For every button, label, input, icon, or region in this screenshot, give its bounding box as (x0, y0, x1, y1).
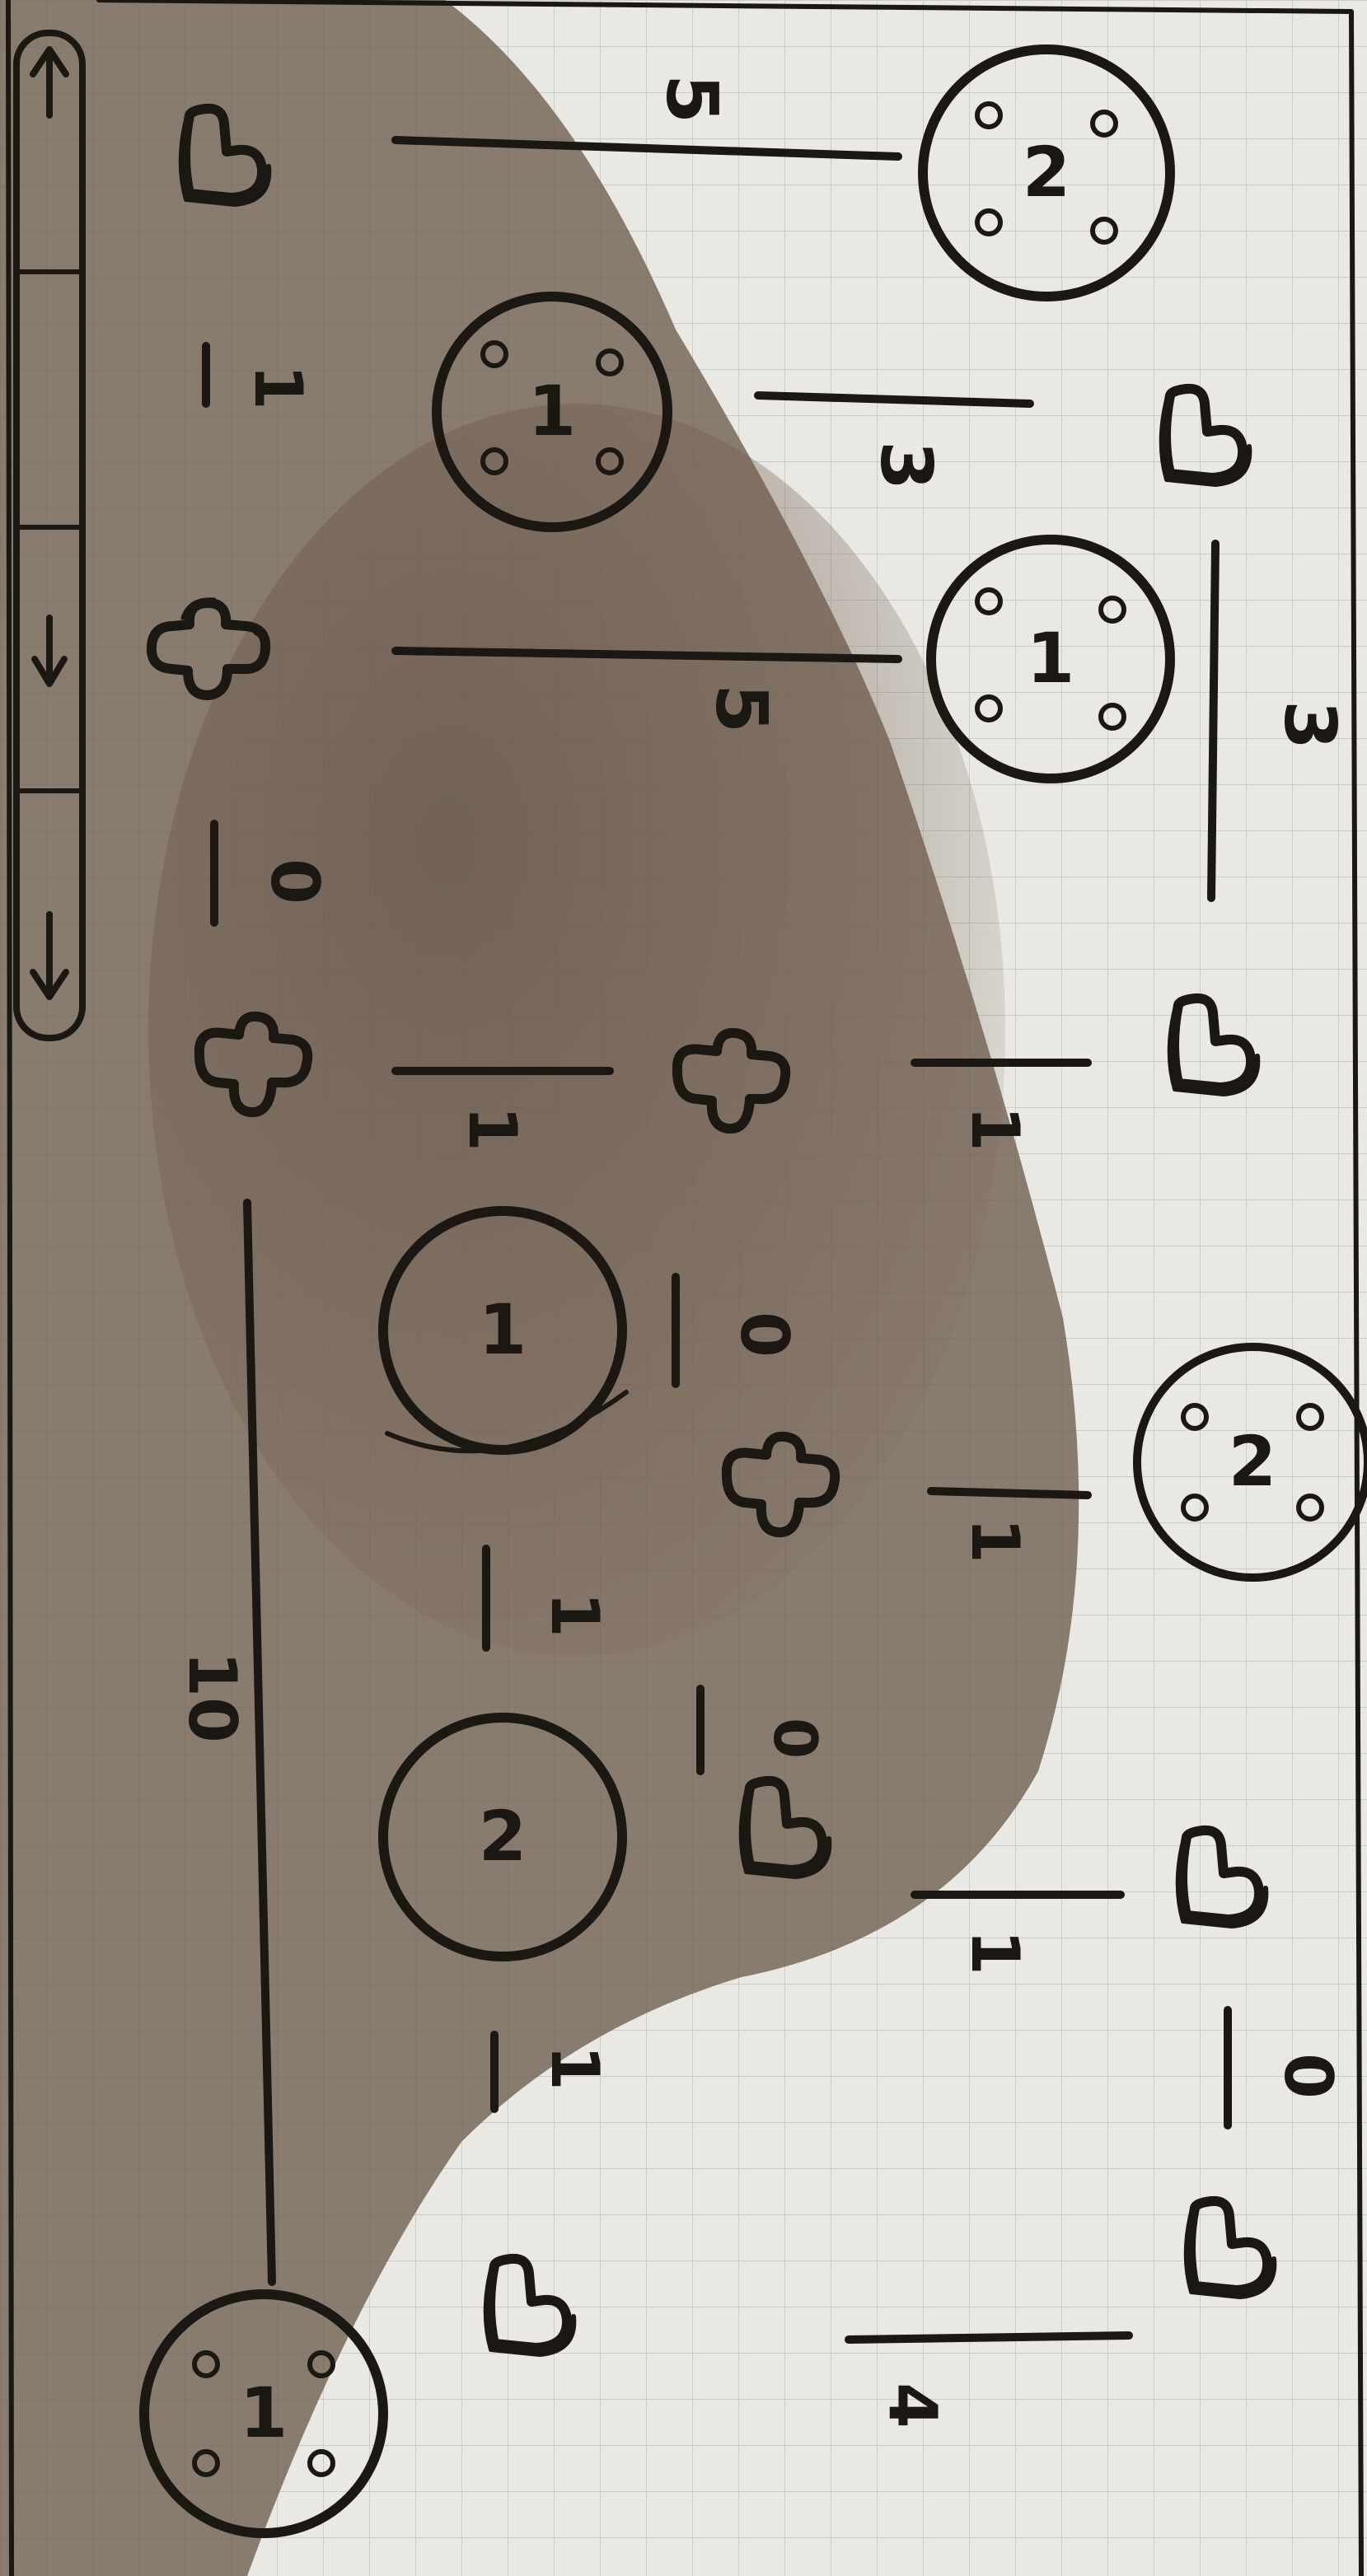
hub-g[interactable]: 1 (139, 2289, 388, 2538)
sheet-border (6, 0, 1364, 2576)
edge-line (391, 647, 902, 663)
edge-1-e-label: 1 (536, 1592, 613, 1638)
edge-line (927, 1487, 1092, 1499)
edge-line (845, 2331, 1133, 2344)
edge-line (391, 136, 902, 161)
hub-d-label: 2 (1229, 1421, 1276, 1502)
edge-line (1207, 540, 1220, 902)
hub-c-label: 1 (528, 371, 576, 451)
arrow-up-icon[interactable] (30, 46, 69, 119)
edge-1-b-label: 1 (957, 1517, 1033, 1564)
hub-b-label: 1 (1027, 618, 1074, 699)
hub-a-label: 2 (1023, 132, 1070, 213)
edge-0-a-label: 0 (1270, 2053, 1346, 2099)
arrow-mid-icon[interactable] (31, 615, 68, 687)
edge-5-mid-label: 5 (700, 684, 782, 733)
hub-f-label: 2 (479, 1796, 527, 1877)
arrow-down-icon[interactable] (30, 911, 69, 1000)
hub-g-label: 1 (240, 2373, 288, 2453)
hub-a[interactable]: 2 (918, 44, 1175, 302)
edge-0-c-label: 0 (761, 1718, 830, 1759)
hub-b[interactable]: 1 (926, 535, 1175, 783)
edge-3-mid-label: 3 (864, 441, 947, 490)
shadow-core (148, 404, 1005, 1656)
edge-line (243, 1199, 276, 2286)
edge-0-b-label: 0 (726, 1311, 803, 1358)
edge-0-d-label: 0 (256, 858, 333, 905)
edge-1-c-label: 1 (957, 1929, 1033, 1975)
hub-d[interactable]: 2 (1133, 1343, 1367, 1582)
hub-e-label: 1 (479, 1289, 527, 1370)
edge-10-label: 10 (174, 1651, 250, 1742)
edge-1-g-label: 1 (240, 364, 316, 410)
edge-1-a-label: 1 (957, 1106, 1033, 1152)
hub-c[interactable]: 1 (432, 292, 672, 532)
edge-3-top-label: 3 (1268, 700, 1351, 750)
edge-line (754, 391, 1034, 408)
slider-bar[interactable] (13, 30, 86, 1041)
edge-5-left-label: 5 (650, 74, 733, 124)
hub-f[interactable]: 2 (378, 1713, 627, 1961)
edge-1-d-label: 1 (454, 1106, 531, 1152)
hub-e[interactable]: 1 (378, 1206, 629, 1455)
edge-4-label: 4 (874, 2382, 951, 2429)
edge-1-f-label: 1 (536, 2045, 613, 2091)
